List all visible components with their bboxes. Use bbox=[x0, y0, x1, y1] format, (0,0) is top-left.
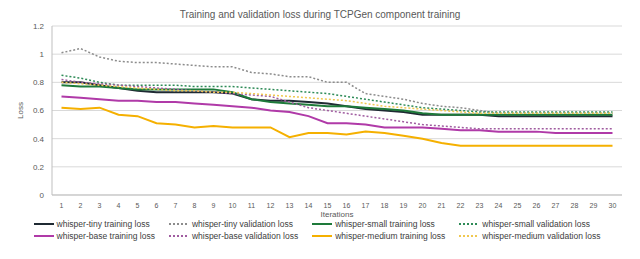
html-text:whisper-small validation loss: whisper-small validation loss bbox=[482, 219, 590, 229]
svg-text:21: 21 bbox=[438, 202, 446, 209]
html-text:whisper-medium validation loss: whisper-medium validation loss bbox=[482, 231, 601, 241]
svg-text:9: 9 bbox=[212, 202, 216, 209]
html-text:whisper-tiny validation loss: whisper-tiny validation loss bbox=[191, 219, 293, 229]
svg-text:26: 26 bbox=[533, 202, 541, 209]
svg-text:1: 1 bbox=[40, 50, 45, 59]
svg-text:15: 15 bbox=[324, 202, 332, 209]
html-text:Training and validation loss d: Training and validation loss during TCPG… bbox=[179, 9, 461, 20]
svg-text:22: 22 bbox=[457, 202, 465, 209]
svg-text:24: 24 bbox=[495, 202, 503, 209]
svg-text:0: 0 bbox=[40, 191, 45, 200]
svg-text:Iterations: Iterations bbox=[321, 210, 354, 219]
svg-text:29: 29 bbox=[590, 202, 598, 209]
html-text:whisper-medium training loss: whisper-medium training loss bbox=[335, 231, 446, 241]
svg-text:17: 17 bbox=[362, 202, 370, 209]
svg-text:23: 23 bbox=[476, 202, 484, 209]
svg-text:11: 11 bbox=[248, 202, 255, 209]
svg-text:Loss: Loss bbox=[16, 102, 25, 119]
svg-text:0.6: 0.6 bbox=[33, 106, 45, 115]
svg-text:3: 3 bbox=[98, 202, 102, 209]
svg-text:7: 7 bbox=[174, 202, 178, 209]
svg-text:1.2: 1.2 bbox=[33, 22, 45, 31]
svg-text:13: 13 bbox=[286, 202, 294, 209]
svg-text:14: 14 bbox=[305, 202, 313, 209]
svg-text:2: 2 bbox=[79, 202, 83, 209]
svg-text:16: 16 bbox=[343, 202, 351, 209]
svg-text:6: 6 bbox=[155, 202, 159, 209]
svg-text:30: 30 bbox=[609, 202, 617, 209]
svg-text:28: 28 bbox=[571, 202, 579, 209]
svg-text:5: 5 bbox=[136, 202, 140, 209]
svg-text:10: 10 bbox=[229, 202, 237, 209]
svg-text:1: 1 bbox=[60, 202, 64, 209]
svg-text:0.4: 0.4 bbox=[33, 135, 45, 144]
html-text:whisper-tiny training loss: whisper-tiny training loss bbox=[56, 219, 150, 229]
svg-text:4: 4 bbox=[117, 202, 121, 209]
svg-text:8: 8 bbox=[193, 202, 197, 209]
html-text:whisper-small training loss: whisper-small training loss bbox=[335, 219, 435, 229]
svg-text:0.8: 0.8 bbox=[33, 78, 45, 87]
svg-text:19: 19 bbox=[400, 202, 408, 209]
html-text:whisper-base training loss: whisper-base training loss bbox=[56, 231, 155, 241]
svg-text:0.2: 0.2 bbox=[33, 163, 45, 172]
svg-text:18: 18 bbox=[381, 202, 389, 209]
svg-text:20: 20 bbox=[419, 202, 427, 209]
svg-text:12: 12 bbox=[267, 202, 275, 209]
svg-text:27: 27 bbox=[552, 202, 560, 209]
html-text:whisper-base validation loss: whisper-base validation loss bbox=[191, 231, 299, 241]
svg-text:25: 25 bbox=[514, 202, 522, 209]
